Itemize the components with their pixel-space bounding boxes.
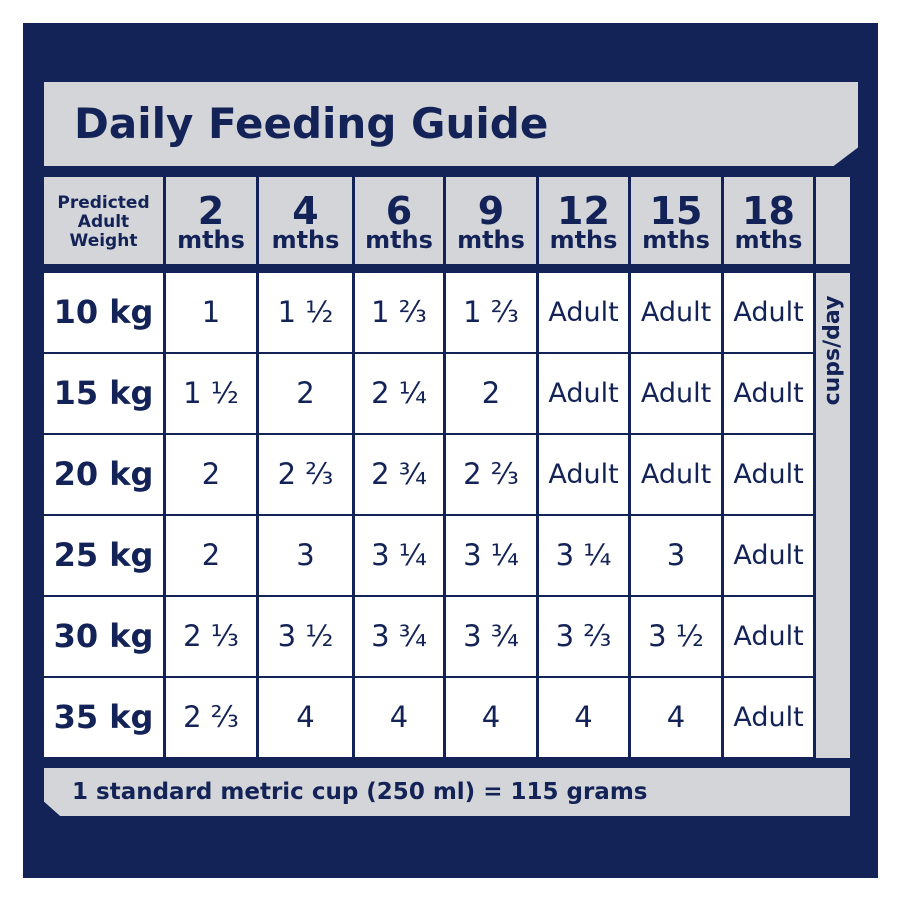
table-cell: Adult bbox=[539, 273, 628, 352]
table-cell: 2 bbox=[166, 435, 256, 514]
table-cell: Adult bbox=[539, 435, 628, 514]
age-number: 15 bbox=[649, 189, 703, 233]
table-cell: Adult bbox=[539, 354, 628, 433]
footer-note: 1 standard metric cup (250 ml) = 115 gra… bbox=[72, 779, 648, 805]
age-number: 18 bbox=[742, 189, 795, 233]
table-cell: Adult bbox=[724, 516, 813, 595]
table-cell: 3 bbox=[259, 516, 352, 595]
age-number: 6 bbox=[385, 189, 413, 233]
header-age-15: 15 mths bbox=[631, 177, 721, 264]
table-cell: Adult bbox=[724, 597, 813, 676]
table-cell: 4 bbox=[259, 678, 352, 757]
table-cell: 2 ⅔ bbox=[446, 435, 536, 514]
row-weight-label: 30 kg bbox=[44, 597, 163, 676]
table-cell: 2 ⅓ bbox=[166, 597, 256, 676]
age-unit: mths bbox=[457, 226, 525, 254]
table-cell: 4 bbox=[355, 678, 443, 757]
age-unit: mths bbox=[177, 226, 245, 254]
table-cell: 3 ½ bbox=[631, 597, 721, 676]
row-weight-label: 15 kg bbox=[44, 354, 163, 433]
table-cell: 3 ¼ bbox=[446, 516, 536, 595]
age-unit: mths bbox=[734, 226, 803, 254]
unit-label: cups/day bbox=[820, 295, 845, 406]
header-age-2: 2 mths bbox=[166, 177, 256, 264]
table-cell: 1 ⅔ bbox=[355, 273, 443, 352]
table-cell: Adult bbox=[724, 273, 813, 352]
age-number: 4 bbox=[292, 189, 319, 233]
row-weight-label: 20 kg bbox=[44, 435, 163, 514]
header-age-12: 12 mths bbox=[539, 177, 628, 264]
header-predicted-weight: Predicted Adult Weight bbox=[44, 177, 163, 264]
table-cell: 3 ½ bbox=[259, 597, 352, 676]
table-cell: 3 ⅔ bbox=[539, 597, 628, 676]
title-bar: Daily Feeding Guide bbox=[44, 82, 858, 166]
header-age-9: 9 mths bbox=[446, 177, 536, 264]
table-cell: Adult bbox=[724, 678, 813, 757]
table-cell: 2 ¾ bbox=[355, 435, 443, 514]
table-cell: Adult bbox=[631, 273, 721, 352]
table-cell: 3 ¾ bbox=[446, 597, 536, 676]
table-cell: 2 bbox=[446, 354, 536, 433]
age-number: 2 bbox=[197, 189, 225, 233]
table-cell: 2 bbox=[259, 354, 352, 433]
row-weight-label: 35 kg bbox=[44, 678, 163, 757]
table-cell: 4 bbox=[446, 678, 536, 757]
table-cell: 1 ½ bbox=[259, 273, 352, 352]
table-cell: 4 bbox=[539, 678, 628, 757]
table-cell: 3 bbox=[631, 516, 721, 595]
table-cell: 3 ¼ bbox=[539, 516, 628, 595]
page-title: Daily Feeding Guide bbox=[74, 99, 549, 148]
table-cell: 1 ½ bbox=[166, 354, 256, 433]
header-corner bbox=[816, 177, 850, 264]
table-cell: 2 ⅔ bbox=[166, 678, 256, 757]
header-age-18: 18 mths bbox=[724, 177, 813, 264]
header-predicted-line: Predicted bbox=[57, 193, 150, 213]
table-cell: 1 bbox=[166, 273, 256, 352]
table-cell: 2 ⅔ bbox=[259, 435, 352, 514]
table-cell: 3 ¾ bbox=[355, 597, 443, 676]
age-unit: mths bbox=[271, 226, 340, 254]
age-number: 12 bbox=[557, 189, 610, 233]
table-cell: 2 ¼ bbox=[355, 354, 443, 433]
table-cell: Adult bbox=[724, 354, 813, 433]
age-number: 9 bbox=[477, 189, 505, 233]
row-weight-label: 10 kg bbox=[44, 273, 163, 352]
unit-side-bar: cups/day bbox=[816, 273, 850, 758]
header-predicted-line: Weight bbox=[69, 231, 138, 251]
header-age-6: 6 mths bbox=[355, 177, 443, 264]
age-unit: mths bbox=[365, 226, 433, 254]
table-cell: Adult bbox=[631, 354, 721, 433]
footer-bar: 1 standard metric cup (250 ml) = 115 gra… bbox=[44, 768, 850, 816]
header-age-4: 4 mths bbox=[259, 177, 352, 264]
table-cell: 1 ⅔ bbox=[446, 273, 536, 352]
table-cell: 3 ¼ bbox=[355, 516, 443, 595]
header-predicted-line: Adult bbox=[77, 212, 130, 232]
age-unit: mths bbox=[549, 226, 618, 254]
table-cell: Adult bbox=[631, 435, 721, 514]
row-weight-label: 25 kg bbox=[44, 516, 163, 595]
table-cell: Adult bbox=[724, 435, 813, 514]
table-cell: 2 bbox=[166, 516, 256, 595]
age-unit: mths bbox=[642, 226, 710, 254]
table-cell: 4 bbox=[631, 678, 721, 757]
